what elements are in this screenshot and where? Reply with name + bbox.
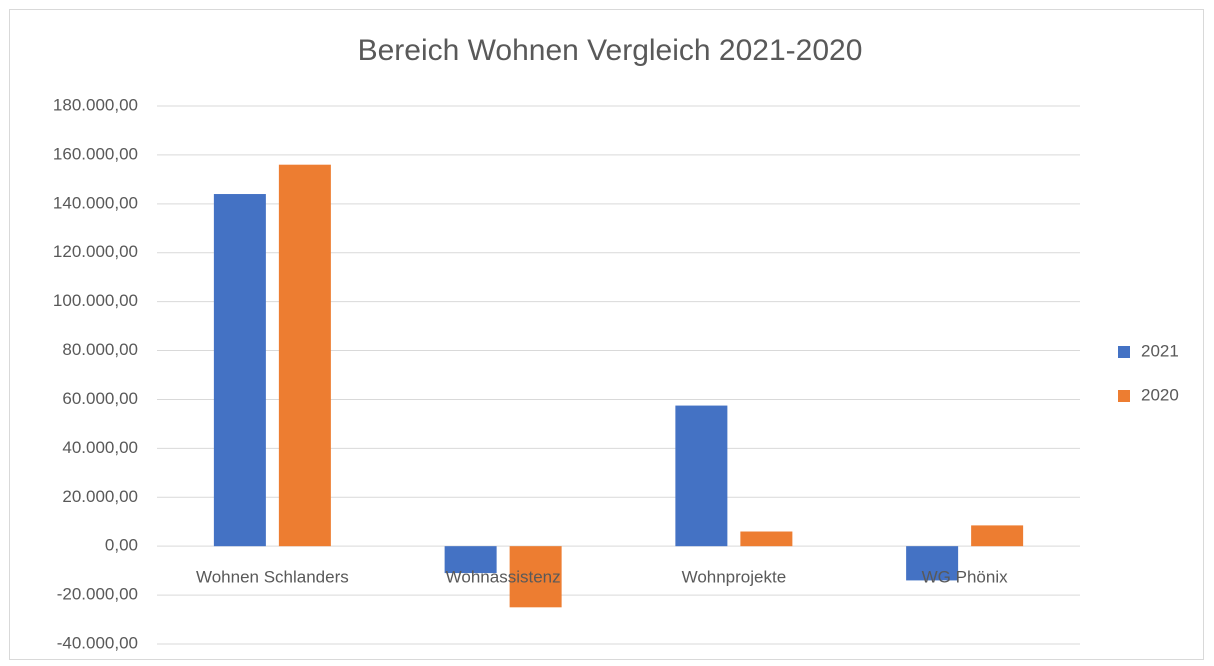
bar xyxy=(444,546,497,574)
y-tick-label: 100.000,00 xyxy=(53,291,138,310)
chart-title: Bereich Wohnen Vergleich 2021-2020 xyxy=(358,34,863,67)
y-tick-label: 180.000,00 xyxy=(53,95,138,114)
bar xyxy=(906,546,959,581)
bar xyxy=(213,194,266,547)
bar xyxy=(740,531,793,547)
y-tick-label: 60.000,00 xyxy=(62,389,138,408)
bar xyxy=(675,405,728,547)
x-tick-label: Wohnprojekte xyxy=(682,568,787,587)
chart-border xyxy=(9,9,1204,660)
y-tick-label: 120.000,00 xyxy=(53,242,138,261)
bar xyxy=(971,525,1024,547)
legend-label: 2021 xyxy=(1141,341,1179,360)
bar xyxy=(509,546,562,608)
y-tick-label: 20.000,00 xyxy=(62,487,138,506)
legend-swatch xyxy=(1118,346,1130,358)
legend-swatch xyxy=(1118,390,1130,402)
y-tick-label: 0,00 xyxy=(105,536,138,555)
y-tick-label: -40.000,00 xyxy=(57,633,138,652)
y-tick-label: -20.000,00 xyxy=(57,585,138,604)
y-tick-label: 40.000,00 xyxy=(62,438,138,457)
x-tick-label: Wohnassistenz xyxy=(446,568,561,587)
y-tick-label: 140.000,00 xyxy=(53,193,138,212)
y-tick-label: 160.000,00 xyxy=(53,144,138,163)
y-tick-label: 80.000,00 xyxy=(62,340,138,359)
legend-label: 2020 xyxy=(1141,385,1179,404)
x-tick-label: Wohnen Schlanders xyxy=(196,568,349,587)
bar xyxy=(278,164,331,547)
x-tick-label: WG Phönix xyxy=(922,568,1008,587)
